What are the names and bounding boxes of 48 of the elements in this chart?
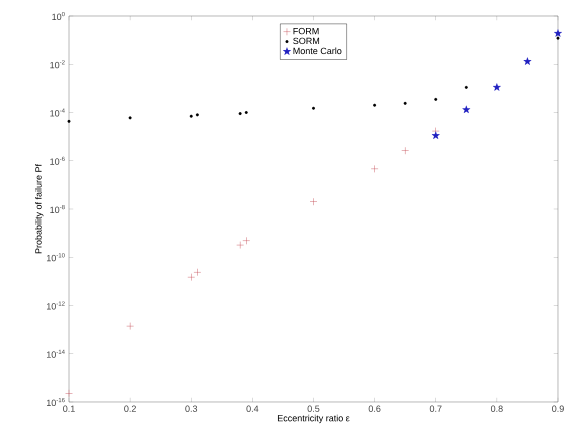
x-tick-label: 0.3	[185, 406, 198, 412]
point	[373, 104, 376, 107]
x-tick-label: 0.8	[490, 406, 503, 412]
point	[462, 106, 470, 114]
x-tick-label: 0.4	[246, 406, 258, 412]
legend-label: Monte Carlo	[294, 47, 342, 54]
point	[244, 110, 248, 114]
y-tick-label: 10$^{-4}$	[50, 108, 65, 117]
point	[404, 102, 407, 105]
point	[126, 322, 134, 330]
x-tick-label: 0.6	[368, 406, 380, 412]
point	[196, 113, 199, 116]
point	[310, 198, 318, 206]
y-tick-label: 10$^{-16}$	[46, 398, 65, 406]
point	[370, 165, 378, 173]
point	[65, 390, 73, 397]
point	[190, 114, 193, 118]
point	[312, 106, 315, 110]
y-tick-label: 10$^{-8}$	[50, 204, 65, 214]
legend-label: SORM	[293, 38, 320, 44]
y-tick-label: 10$^{-6}$	[50, 156, 65, 165]
point	[188, 273, 195, 281]
point	[236, 241, 244, 249]
x-tick-label: 0.9	[552, 406, 564, 412]
y-axis-title: Probability of failure Pf	[35, 164, 44, 254]
legend-label: FORM	[294, 28, 319, 34]
y-tick-label: 10$^{-2}$	[50, 60, 65, 68]
y-tick-label: 10$^{-14}$	[46, 350, 65, 358]
y-tick-label: 10$^{0}$	[52, 12, 65, 20]
point	[238, 112, 242, 116]
x-tick-label: 0.7	[430, 406, 442, 412]
point	[523, 57, 532, 65]
point	[242, 237, 250, 245]
point	[194, 268, 202, 276]
point	[556, 36, 560, 40]
y-tick-label: 10$^{-12}$	[46, 301, 65, 310]
point	[401, 147, 409, 154]
y-tick-label: 10$^{-10}$	[46, 253, 65, 262]
point	[68, 120, 71, 123]
point	[492, 83, 501, 91]
point	[464, 86, 468, 89]
x-tick-label: 0.1	[63, 406, 75, 412]
x-tick-label: 0.2	[124, 406, 136, 412]
x-tick-label: 0.5	[308, 406, 320, 412]
point	[128, 116, 132, 120]
point	[434, 98, 438, 101]
x-axis-title: Eccentricity ratio ε	[278, 414, 350, 424]
point	[432, 131, 440, 140]
